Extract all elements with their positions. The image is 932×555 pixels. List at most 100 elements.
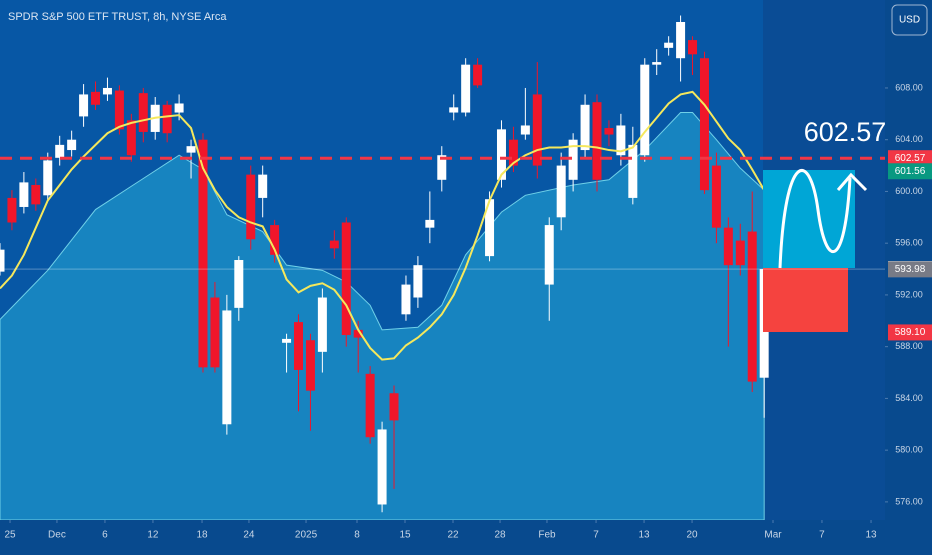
candle-body bbox=[508, 139, 518, 166]
y-tick-label: 592.00 bbox=[895, 289, 923, 299]
price-tag bbox=[888, 324, 932, 341]
currency-button[interactable] bbox=[891, 4, 928, 36]
candle-body bbox=[79, 94, 89, 117]
candle-body bbox=[305, 340, 315, 391]
price-tag-label: 593.98 bbox=[895, 264, 926, 275]
y-tick-label: 600.00 bbox=[895, 186, 923, 196]
price-tag-label: 589.10 bbox=[895, 327, 926, 338]
candle-body bbox=[688, 40, 698, 55]
candle-body bbox=[43, 160, 53, 196]
x-tick-label: 2025 bbox=[295, 530, 318, 541]
x-tick-label: 6 bbox=[102, 530, 108, 541]
projection-curve bbox=[778, 169, 852, 269]
candle-body bbox=[353, 329, 363, 338]
candle-body bbox=[365, 373, 375, 438]
candle-body bbox=[747, 231, 757, 382]
y-tick-label: 576.00 bbox=[895, 496, 923, 506]
candle-body bbox=[31, 184, 41, 205]
candle-body bbox=[532, 94, 542, 166]
candle-body bbox=[67, 139, 77, 151]
candle-body bbox=[102, 87, 112, 95]
candle-body bbox=[186, 146, 196, 153]
candle-body bbox=[735, 240, 745, 266]
candle-body bbox=[640, 64, 650, 156]
currency-label[interactable]: USD bbox=[899, 15, 920, 26]
x-tick-label: 15 bbox=[399, 530, 411, 541]
y-tick-label: 604.00 bbox=[895, 134, 923, 144]
x-tick-label: 8 bbox=[354, 530, 360, 541]
x-tick-label: 20 bbox=[686, 530, 698, 541]
y-tick-label: 580.00 bbox=[895, 445, 923, 455]
price-tag bbox=[888, 150, 932, 167]
candle-body bbox=[270, 225, 280, 255]
projection-arrow bbox=[836, 172, 868, 192]
candle-body bbox=[55, 144, 65, 158]
candle-body bbox=[461, 64, 471, 113]
y-tick-label: 608.00 bbox=[895, 82, 923, 92]
x-tick-label: 7 bbox=[593, 530, 599, 541]
y-tick-label: 596.00 bbox=[895, 238, 923, 248]
price-tag bbox=[888, 163, 932, 180]
candle-body bbox=[341, 222, 351, 336]
candle-body bbox=[723, 227, 733, 266]
candle-body bbox=[568, 139, 578, 180]
candle-body bbox=[664, 42, 674, 48]
candle-body bbox=[699, 58, 709, 191]
candle-body bbox=[282, 338, 292, 343]
candle-body bbox=[7, 197, 17, 223]
candle-body bbox=[437, 155, 447, 180]
candle-body bbox=[556, 165, 566, 218]
projection-down-box bbox=[763, 268, 848, 332]
candle-body bbox=[520, 125, 530, 135]
area bbox=[0, 112, 765, 520]
price-tag-label: 601.56 bbox=[895, 166, 926, 177]
candle-body bbox=[198, 139, 208, 368]
candle-body bbox=[413, 265, 423, 298]
chart-title: SPDR S&P 500 ETF TRUST, 8h, NYSE Arca bbox=[8, 11, 227, 23]
x-tick-label: 13 bbox=[638, 530, 650, 541]
y-tick-label: 588.00 bbox=[895, 341, 923, 351]
candle-body bbox=[652, 62, 662, 65]
candle-body bbox=[126, 120, 136, 156]
candle-body bbox=[222, 310, 232, 425]
x-tick-label: Dec bbox=[48, 530, 66, 541]
candle-body bbox=[389, 393, 399, 421]
candle-body bbox=[162, 104, 172, 134]
price-tag bbox=[888, 261, 932, 278]
candle-body bbox=[138, 93, 148, 132]
candle-body bbox=[246, 174, 256, 240]
x-tick-label: 12 bbox=[147, 530, 159, 541]
plot bbox=[0, 15, 769, 520]
x-tick-label: 24 bbox=[243, 530, 255, 541]
candle-body bbox=[329, 240, 339, 249]
candle-body bbox=[377, 429, 387, 505]
y-tick-label: 584.00 bbox=[895, 393, 923, 403]
candle-body bbox=[19, 182, 29, 207]
candle-body bbox=[401, 284, 411, 315]
candle-body bbox=[485, 199, 495, 257]
candle-body bbox=[317, 297, 327, 352]
candle-body bbox=[449, 107, 459, 113]
candle-body bbox=[616, 125, 626, 156]
candle-body bbox=[628, 144, 638, 198]
candle-body bbox=[114, 90, 124, 130]
candle-body bbox=[234, 260, 244, 308]
x-tick-label: Feb bbox=[538, 530, 556, 541]
candle-body bbox=[425, 219, 435, 228]
x-tick-label: 25 bbox=[4, 530, 16, 541]
price-tag-label: 602.57 bbox=[895, 153, 926, 164]
time-axis bbox=[0, 520, 885, 550]
candle-body bbox=[258, 174, 268, 198]
x-tick-label: 22 bbox=[447, 530, 459, 541]
candle-body bbox=[592, 102, 602, 180]
annotation: 602.57 bbox=[804, 117, 887, 147]
x-tick-label: 28 bbox=[494, 530, 506, 541]
candle-body bbox=[496, 129, 506, 180]
candle-body bbox=[174, 103, 184, 113]
overlay: 602.57 bbox=[0, 117, 886, 332]
candle-body bbox=[580, 104, 590, 151]
ma-line bbox=[0, 90, 766, 361]
x-tick-label: 7 bbox=[819, 530, 825, 541]
candle-body bbox=[604, 128, 614, 135]
